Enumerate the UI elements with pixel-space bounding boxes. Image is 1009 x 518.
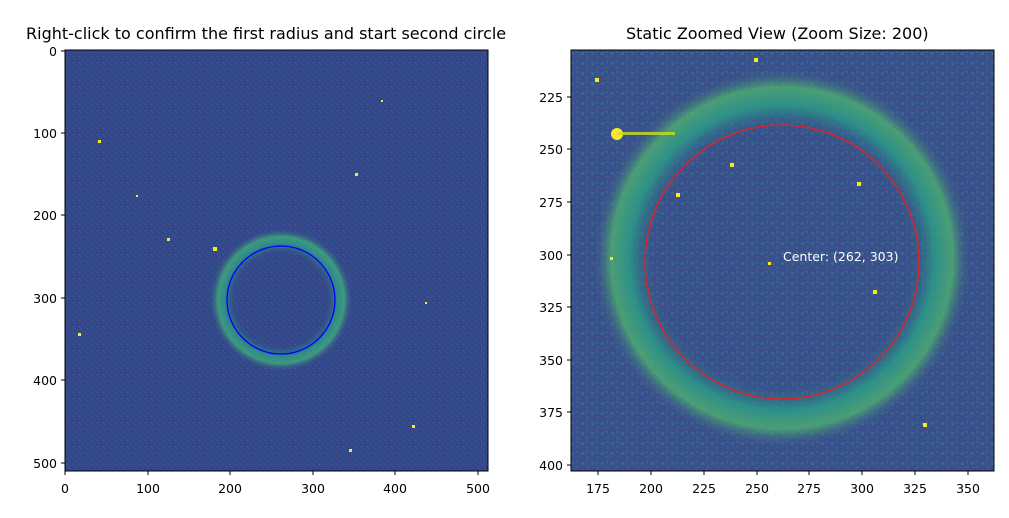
right-ytick-label: 325 xyxy=(539,300,563,315)
right-xtick-label: 300 xyxy=(850,481,874,496)
left-ytick-label: 500 xyxy=(33,456,57,471)
right-ytick-label: 350 xyxy=(539,353,563,368)
right-panel-title: Static Zoomed View (Zoom Size: 200) xyxy=(626,24,929,43)
right-axes-frame xyxy=(570,49,995,472)
left-image[interactable] xyxy=(65,50,488,471)
right-xtick-label: 175 xyxy=(586,481,610,496)
left-ytick-label: 200 xyxy=(33,208,57,223)
center-label: Center: (262, 303) xyxy=(783,249,898,264)
left-selection-circle[interactable] xyxy=(226,245,336,355)
left-ytick-label: 100 xyxy=(33,126,57,141)
right-xtick-label: 350 xyxy=(956,481,980,496)
left-ytick-label: 0 xyxy=(49,44,57,59)
right-xtick-label: 275 xyxy=(797,481,821,496)
left-axes-frame xyxy=(64,49,489,472)
right-selection-circle[interactable] xyxy=(644,124,920,400)
right-xtick-label: 250 xyxy=(745,481,769,496)
left-xtick-label: 500 xyxy=(466,481,490,496)
right-ytick-label: 300 xyxy=(539,248,563,263)
right-x-axis: 175 200 225 250 275 300 325 350 xyxy=(586,471,980,496)
right-ytick-label: 275 xyxy=(539,195,563,210)
left-xtick-label: 100 xyxy=(136,481,160,496)
left-ytick-label: 300 xyxy=(33,291,57,306)
right-ytick-label: 250 xyxy=(539,142,563,157)
right-ytick-label: 225 xyxy=(539,90,563,105)
left-xtick-label: 400 xyxy=(383,481,407,496)
right-xtick-label: 325 xyxy=(903,481,927,496)
left-xtick-label: 0 xyxy=(61,481,69,496)
left-ytick-label: 400 xyxy=(33,373,57,388)
left-x-axis: 0 100 200 300 400 500 xyxy=(61,471,490,496)
left-y-axis: 0 100 200 300 400 500 xyxy=(33,44,65,471)
right-xtick-label: 225 xyxy=(692,481,716,496)
left-panel-title: Right-click to confirm the first radius … xyxy=(26,24,507,43)
right-xtick-label: 200 xyxy=(639,481,663,496)
left-xtick-label: 200 xyxy=(218,481,242,496)
right-ytick-label: 375 xyxy=(539,405,563,420)
left-xtick-label: 300 xyxy=(301,481,325,496)
right-y-axis: 225 250 275 300 325 350 375 400 xyxy=(539,90,571,473)
right-ytick-label: 400 xyxy=(539,458,563,473)
